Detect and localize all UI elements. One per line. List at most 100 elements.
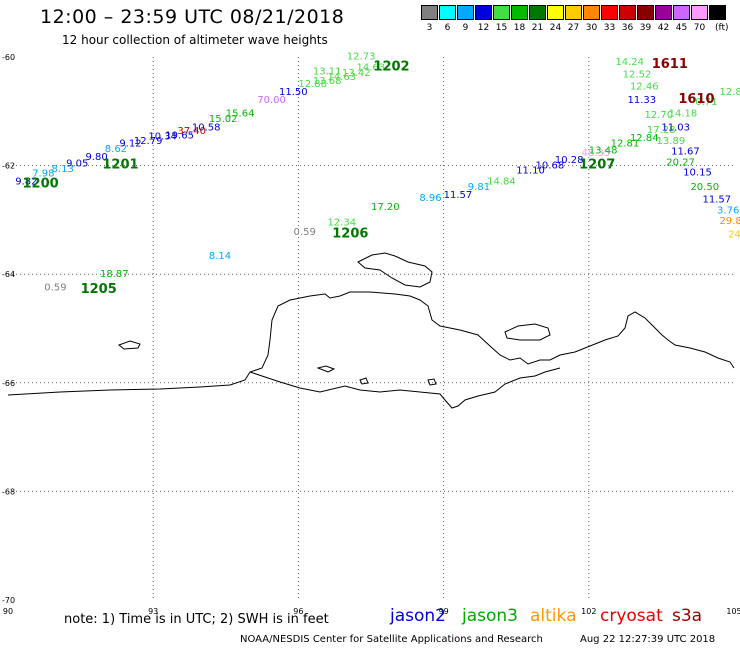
wave-height-value: 8.62 [105, 144, 127, 155]
satellite-legend-item: jason3 [462, 606, 518, 626]
island-small [316, 365, 336, 373]
pass-time-label: 1610 [678, 92, 714, 107]
color-swatch [529, 5, 546, 20]
lat-lon-grid [8, 57, 734, 600]
wave-height-value: 12.8 [719, 87, 740, 98]
wave-height-value: 12.46 [630, 82, 659, 93]
pass-time-labels: 1200 1201 1202 1205 1206 1207 1611 1610 [23, 57, 715, 297]
wave-height-value: 37.40 [177, 126, 206, 137]
wave-height-value: 12.88 [298, 79, 327, 90]
lon-tick-label: 90 [3, 607, 13, 616]
color-swatch [691, 5, 708, 20]
wave-height-value: 11.67 [671, 147, 700, 158]
wave-height-value: 12.79 [134, 136, 163, 147]
wave-height-value: 12.70 [644, 110, 673, 121]
wave-height-value: 9.82 [15, 177, 37, 188]
wave-height-value: 10.34 [148, 132, 177, 143]
color-scale-unit: (ft) [715, 23, 729, 33]
color-swatch-label: 15 [495, 23, 508, 33]
map-title: 12:00 – 23:59 UTC 08/21/2018 [40, 6, 345, 28]
color-swatch [673, 5, 690, 20]
satellite-legend-item: cryosat [600, 606, 663, 626]
wave-height-value: 12.34 [327, 217, 356, 228]
wave-height-value: 11.57 [703, 195, 732, 206]
wave-height-value: 9.80 [85, 152, 107, 163]
wave-height-value: 8.13 [52, 164, 74, 175]
color-swatch-label: 39 [639, 23, 652, 33]
lat-tick-label: -66 [2, 379, 15, 388]
wave-height-value: 9.05 [66, 159, 88, 170]
island-north [357, 252, 433, 288]
color-swatch [565, 5, 582, 20]
coast-bump-1 [359, 377, 369, 385]
wave-height-value: 10.28 [555, 155, 584, 166]
wave-height-value: 10.15 [683, 167, 712, 178]
color-swatch-label: 3 [426, 23, 433, 33]
color-swatch [709, 5, 726, 20]
color-swatch [475, 5, 492, 20]
wave-height-value: 15.02 [209, 114, 238, 125]
wave-height-value: 11.10 [516, 166, 545, 177]
color-swatch [637, 5, 654, 20]
lat-tick-label: -60 [2, 53, 15, 62]
lon-tick-label: 102 [581, 607, 596, 616]
color-swatch [655, 5, 672, 20]
wave-height-value: 12.81 [611, 139, 640, 150]
lat-tick-label: -68 [2, 487, 15, 496]
wave-height-observations: 9.827.988.139.059.808.629.1212.7910.3419… [15, 52, 740, 294]
wave-height-value: 11.03 [661, 122, 690, 133]
wave-height-value: 12.84 [630, 133, 659, 144]
lon-tick-label: 99 [439, 607, 449, 616]
wave-height-value: 11.50 [279, 87, 308, 98]
wave-height-value: 12.52 [623, 70, 652, 81]
wave-height-value: 13.89 [657, 136, 686, 147]
wave-height-value: 14.84 [487, 177, 516, 188]
color-swatch-label: 6 [444, 23, 451, 33]
wave-height-value: 10.58 [192, 122, 221, 133]
wave-height-value: 17.28 [647, 125, 676, 136]
generated-timestamp: Aug 22 12:27:39 UTC 2018 [580, 634, 716, 645]
color-swatch [457, 5, 474, 20]
color-swatch [493, 5, 510, 20]
color-swatch [439, 5, 456, 20]
wave-height-value: 8.96 [419, 193, 441, 204]
wave-height-value: 12.73 [347, 52, 376, 63]
color-swatch-label: 18 [513, 23, 526, 33]
pass-time-label: 1206 [332, 226, 368, 241]
wave-height-value: 14.63 [356, 63, 385, 74]
island-east [504, 323, 551, 341]
wave-height-value: 13.42 [342, 68, 371, 79]
wave-height-value: 13.48 [589, 146, 618, 157]
color-swatch-label: 21 [531, 23, 544, 33]
wave-height-value: 17.20 [371, 202, 400, 213]
wave-height-value: 11.33 [628, 95, 657, 106]
wave-height-value: 20.50 [690, 182, 719, 193]
pass-time-label: 1202 [373, 60, 409, 75]
antarctic-coastline [7, 252, 735, 409]
color-swatch [583, 5, 600, 20]
satellite-legend-item: jason2 [390, 606, 446, 626]
footer-note: note: 1) Time is in UTC; 2) SWH is in fe… [64, 612, 329, 627]
wave-height-value: 8.14 [209, 251, 231, 262]
color-swatch-label: 27 [567, 23, 580, 33]
color-swatch-label: 9 [462, 23, 469, 33]
wave-height-value: 0.71 [695, 97, 717, 108]
color-swatch [601, 5, 618, 20]
wave-height-value: 14.24 [615, 57, 644, 68]
credit-text: NOAA/NESDIS Center for Satellite Applica… [240, 634, 543, 645]
wave-height-value: 18.87 [100, 269, 129, 280]
wave-height-value: 10.68 [536, 160, 565, 171]
wave-height-value: 14.63 [327, 72, 356, 83]
wave-height-value: 20.27 [666, 158, 695, 169]
wave-height-value: 3.76 [717, 205, 739, 216]
color-swatch-label: 24 [549, 23, 562, 33]
lon-tick-label: 93 [148, 607, 158, 616]
color-swatch-label: 30 [585, 23, 598, 33]
wave-height-value: 19.65 [165, 130, 194, 141]
color-swatch [511, 5, 528, 20]
wave-height-value: 7.98 [32, 168, 54, 179]
wave-height-value: 11.57 [444, 190, 473, 201]
color-swatch [421, 5, 438, 20]
lat-tick-label: -64 [2, 270, 15, 279]
